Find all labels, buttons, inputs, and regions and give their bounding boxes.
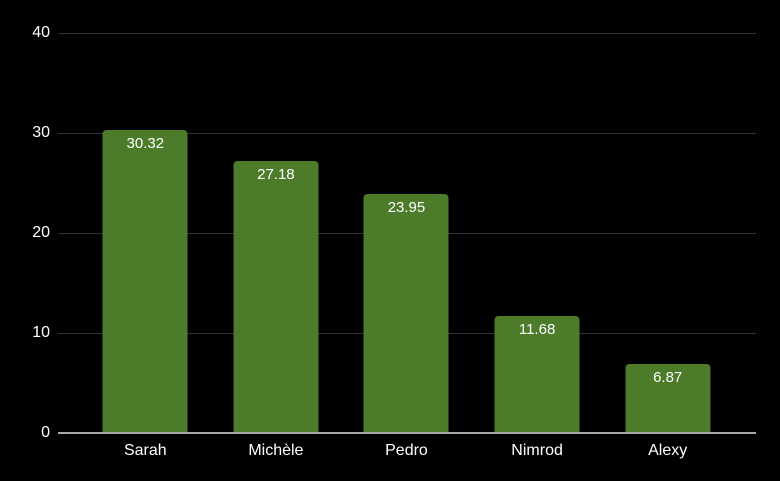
bars-row: 30.32 27.18 23.95 11.68 6.87 — [80, 33, 733, 433]
x-axis-tick-label: Pedro — [385, 442, 428, 459]
y-axis-tick-label: 20 — [32, 224, 50, 241]
bar-value-label: 11.68 — [518, 321, 556, 339]
x-axis-baseline — [58, 432, 756, 434]
y-axis-tick-label: 40 — [32, 24, 50, 41]
bar-slot: 27.18 — [211, 33, 342, 433]
x-axis-tick-label: Nimrod — [511, 442, 563, 459]
x-axis-tick-label: Michèle — [248, 442, 304, 459]
bar-alexy: 6.87 — [625, 364, 711, 433]
bar-slot: 23.95 — [341, 33, 472, 433]
bar-sarah: 30.32 — [102, 129, 188, 433]
bar-value-label: 30.32 — [126, 134, 165, 152]
gridline — [58, 133, 756, 134]
plot-area: 30.32 27.18 23.95 11.68 6.87 — [58, 33, 756, 434]
bar-michèle: 27.18 — [233, 161, 319, 433]
bar-value-label: 6.87 — [653, 369, 683, 387]
bar-slot: 6.87 — [602, 33, 733, 433]
x-axis-tick-label: Alexy — [648, 442, 688, 459]
bar-slot: 11.68 — [472, 33, 603, 433]
y-axis-tick-label: 10 — [32, 324, 50, 341]
gridline — [58, 33, 756, 34]
bar-slot: 30.32 — [80, 33, 211, 433]
bar-value-label: 23.95 — [387, 198, 426, 216]
x-axis-labels: Sarah Michèle Pedro Nimrod Alexy — [80, 441, 733, 461]
y-axis-tick-label: 0 — [41, 424, 50, 441]
bar-pedro: 23.95 — [363, 193, 449, 433]
x-axis-tick-label: Sarah — [123, 442, 167, 459]
bar-nimrod: 11.68 — [494, 316, 580, 433]
y-axis-tick-label: 30 — [32, 124, 50, 141]
bar-value-label: 27.18 — [257, 166, 295, 184]
